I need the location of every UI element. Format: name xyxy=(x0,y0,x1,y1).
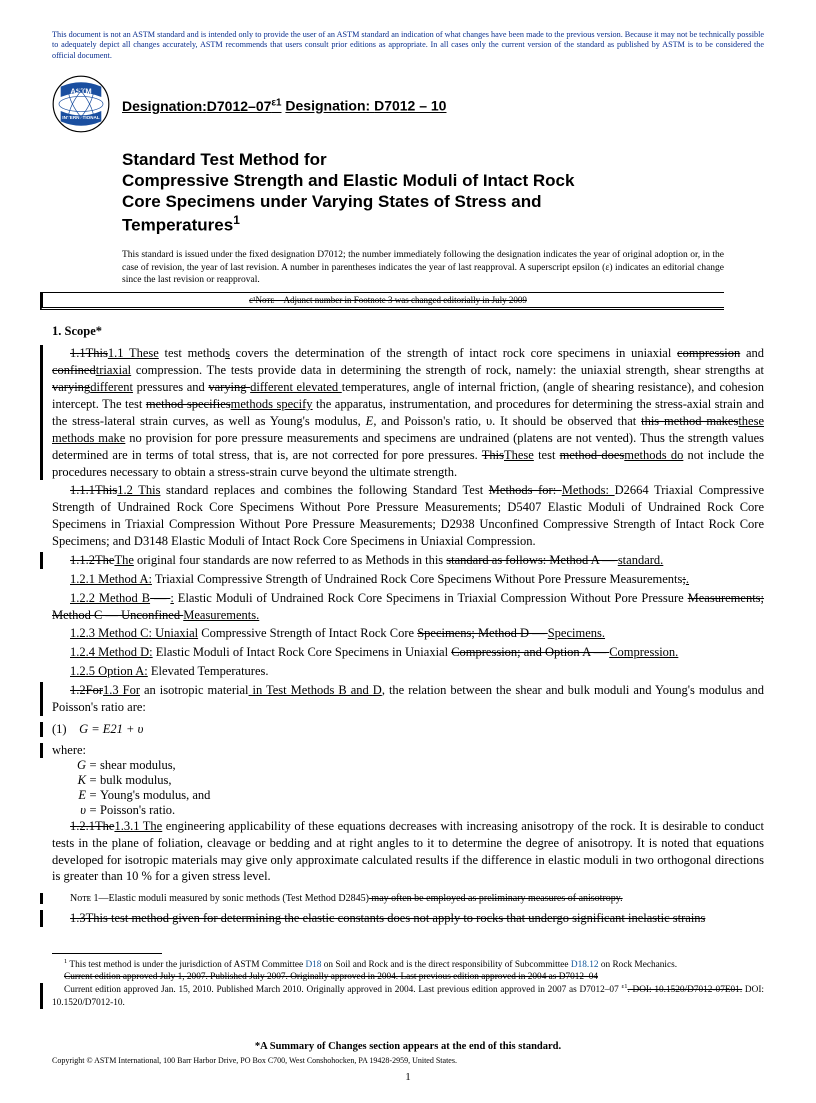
where-label: where: xyxy=(40,743,764,758)
para-1-2: 1.1.1This1.2 This standard replaces and … xyxy=(52,482,764,550)
astm-logo: ASTM INTERNATIONAL xyxy=(52,75,110,133)
old-designation: Designation:D7012–07ε1 xyxy=(122,98,282,114)
link-d18-12[interactable]: D18.12 xyxy=(571,960,599,970)
header-row: ASTM INTERNATIONAL Designation:D7012–07ε… xyxy=(52,75,764,133)
title-line-3: Core Specimens under Varying States of S… xyxy=(122,191,764,212)
para-1-3: 1.2For1.3 For an isotropic material in T… xyxy=(40,682,764,716)
scope-heading: 1. Scope* xyxy=(52,324,764,339)
note-1: Nᴏᴛᴇ 1—Elastic moduli measured by sonic … xyxy=(40,893,764,904)
para-struck: 1.3This test method given for determinin… xyxy=(40,910,764,927)
page-number: 1 xyxy=(52,1071,764,1083)
where-G: G=shear modulus, xyxy=(64,758,764,773)
title-line-1: Standard Test Method for xyxy=(122,149,764,170)
footnote-1: 1 This test method is under the jurisdic… xyxy=(52,958,764,971)
para-1-2-4: 1.2.4 Method D: Elastic Moduli of Intact… xyxy=(52,644,764,661)
disclaimer-text: This document is not an ASTM standard an… xyxy=(52,30,764,61)
where-v: υ=Poisson's ratio. xyxy=(64,803,764,818)
title-block: Standard Test Method for Compressive Str… xyxy=(122,149,764,236)
summary-line: *A Summary of Changes section appears at… xyxy=(52,1041,764,1052)
issue-note: This standard is issued under the fixed … xyxy=(122,249,724,286)
para-1-1: 1.1This1.1 These test methods covers the… xyxy=(40,345,764,480)
copyright-line: Copyright © ASTM International, 100 Barr… xyxy=(52,1056,764,1065)
para-1-2-1: 1.2.1 Method A: Triaxial Compressive Str… xyxy=(52,571,764,588)
para-1-2-3: 1.2.3 Method C: Uniaxial Compressive Str… xyxy=(52,625,764,642)
footnote-2: Current edition approved Jan. 15, 2010. … xyxy=(40,983,764,1008)
new-designation: Designation: D7012 – 10 xyxy=(285,98,446,114)
title-line-2: Compressive Strength and Elastic Moduli … xyxy=(122,170,764,191)
where-E: E=Young's modulus, and xyxy=(64,788,764,803)
para-1-2-2: 1.2.2 Method B — : Elastic Moduli of Und… xyxy=(52,590,764,624)
title-line-4: Temperatures1 xyxy=(122,213,764,236)
epsilon-note: ε¹Nᴏᴛᴇ—Adjunct number in Footnote 3 was … xyxy=(40,292,724,310)
page: This document is not an ASTM standard an… xyxy=(0,0,816,1103)
para-1-2-5: 1.2.5 Option A: Elevated Temperatures. xyxy=(52,663,764,680)
footnote-rule xyxy=(52,953,162,954)
footnote-struck: Current edition approved July 1, 2007. P… xyxy=(52,971,764,983)
equation-1: (1) G = E21 + υ xyxy=(40,722,764,737)
link-d18[interactable]: D18 xyxy=(305,960,321,970)
para-1-3-1: 1.2.1The1.3.1 The engineering applicabil… xyxy=(52,818,764,886)
designation-line: Designation:D7012–07ε1 Designation: D701… xyxy=(122,97,446,114)
para-1-2-intro: 1.1.2TheThe original four standards are … xyxy=(40,552,764,569)
where-K: K=bulk modulus, xyxy=(64,773,764,788)
